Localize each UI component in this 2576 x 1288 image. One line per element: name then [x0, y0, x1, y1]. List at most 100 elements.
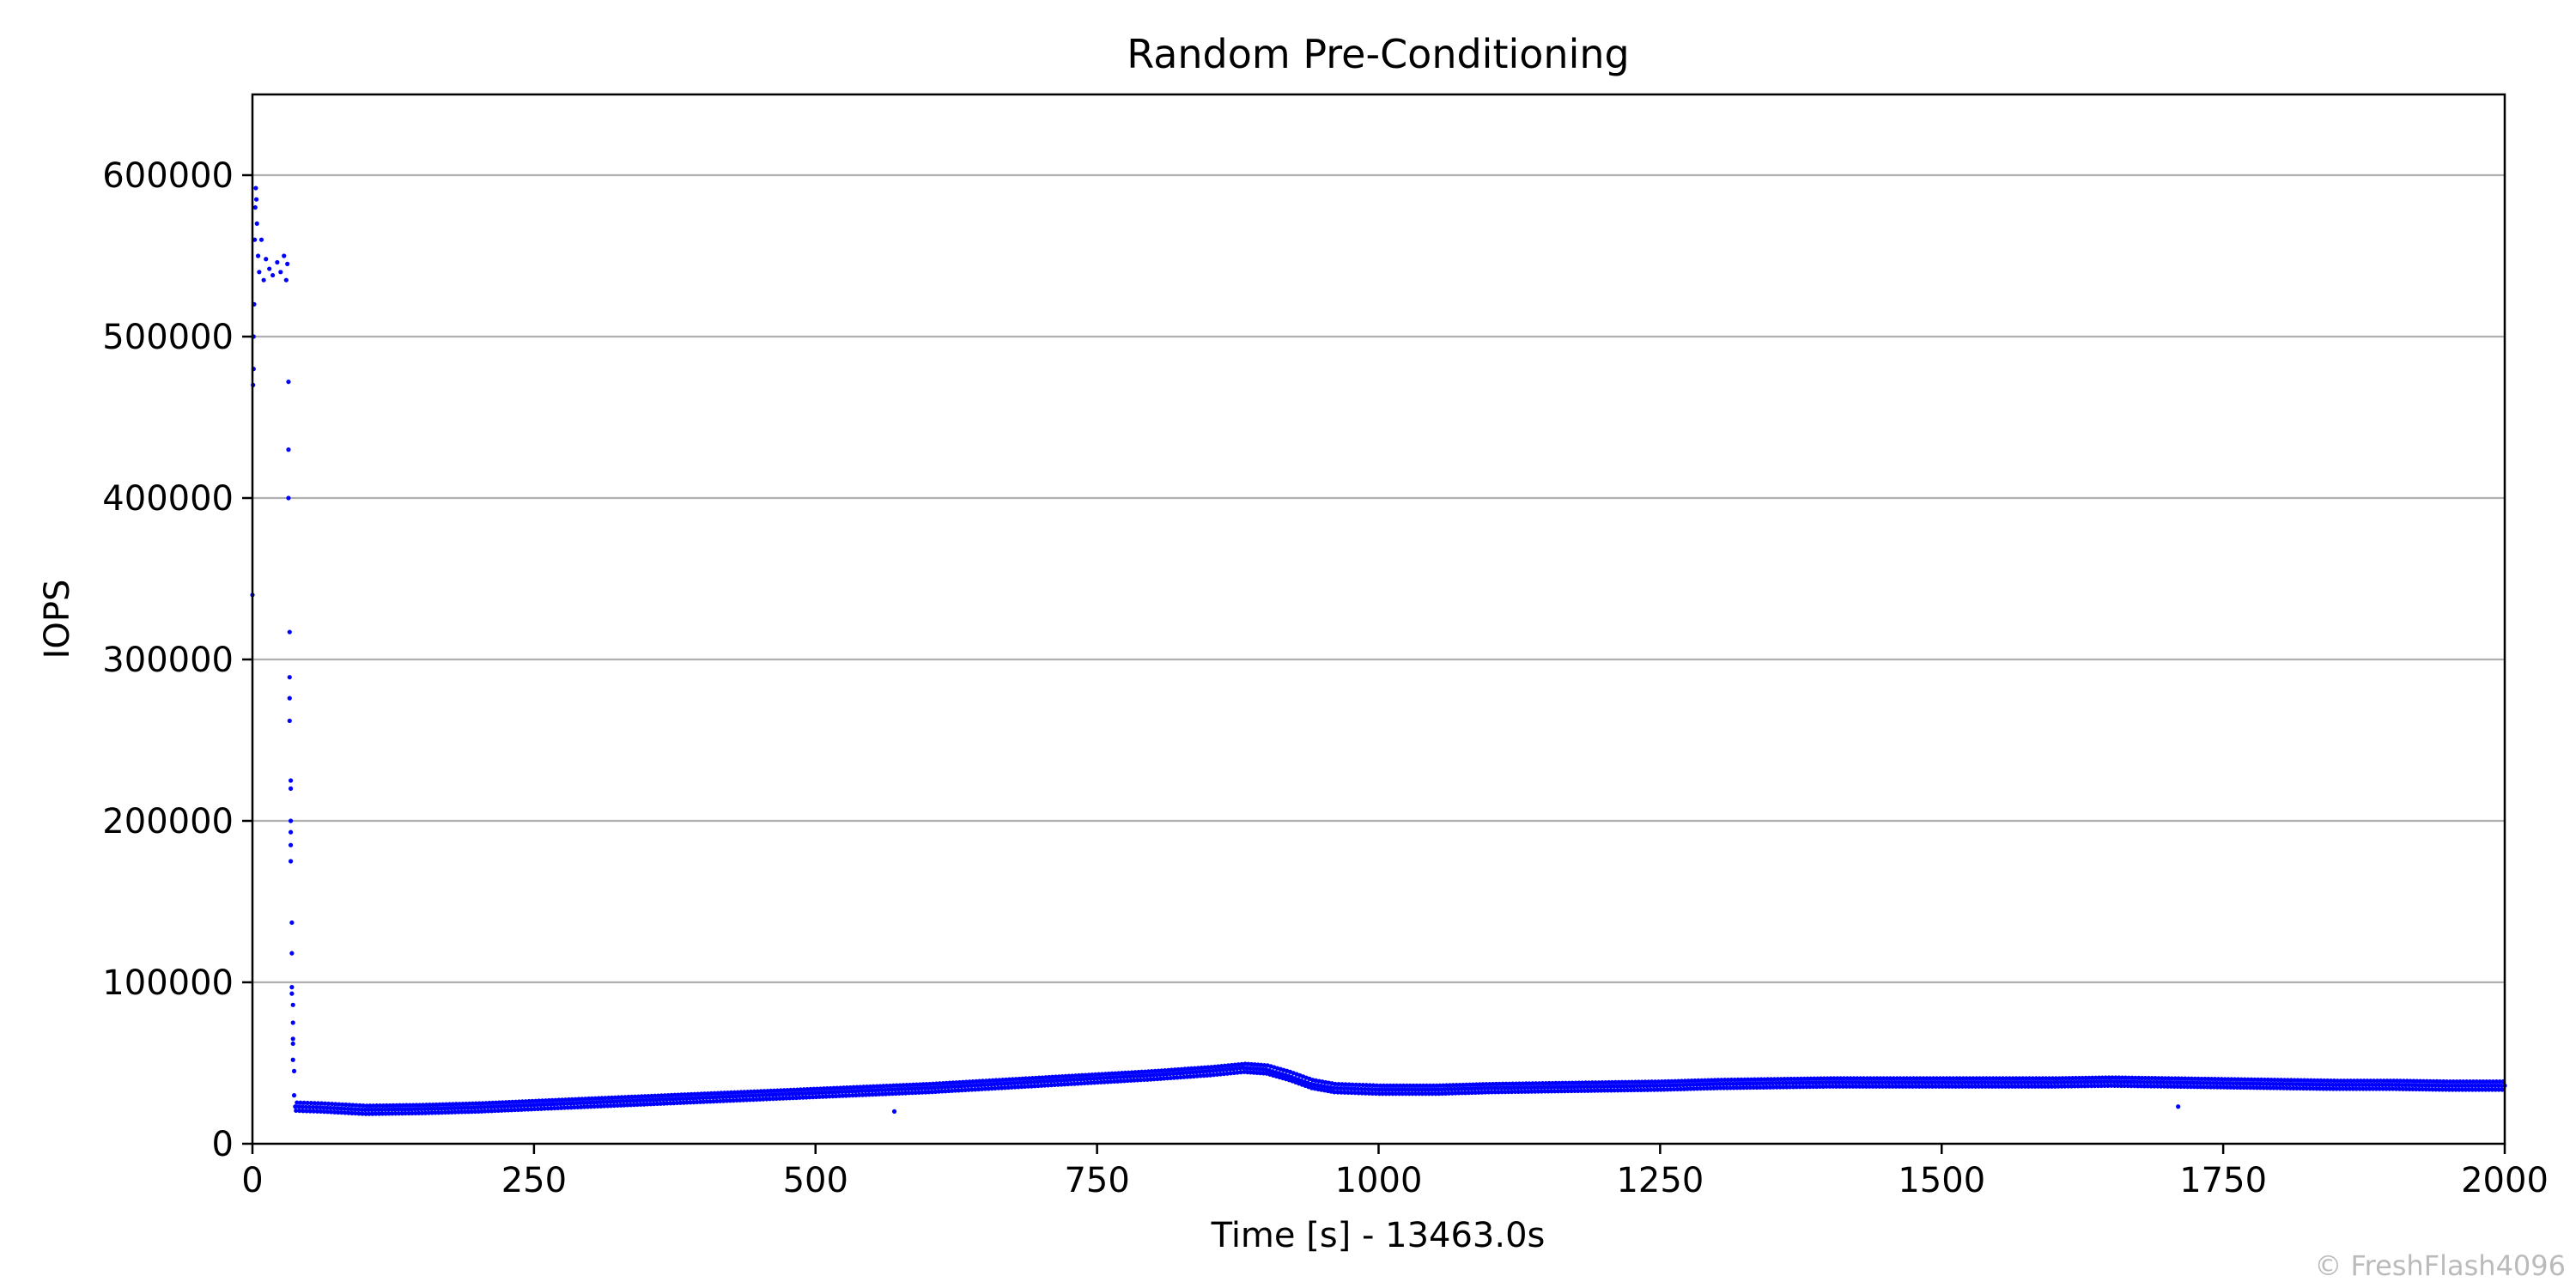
data-point [1537, 1081, 1542, 1086]
data-point [1645, 1087, 1650, 1092]
data-point [2317, 1082, 2322, 1087]
data-point [1896, 1079, 1901, 1085]
data-point [2291, 1085, 2296, 1091]
data-point [1828, 1076, 1833, 1081]
data-point [906, 1086, 911, 1091]
data-point [1613, 1079, 1618, 1084]
data-point [2295, 1078, 2300, 1083]
data-point [1839, 1079, 1845, 1085]
data-point [1145, 1069, 1151, 1074]
data-point [2211, 1084, 2217, 1090]
data-point [2488, 1079, 2493, 1084]
data-point [2088, 1079, 2093, 1084]
data-point [1258, 1071, 1263, 1076]
data-point [897, 1083, 902, 1088]
data-point [1820, 1080, 1825, 1085]
data-point [884, 1083, 890, 1089]
data-point [1482, 1085, 1487, 1091]
data-point [515, 1107, 521, 1113]
data-point [1429, 1087, 1434, 1092]
data-point [1131, 1073, 1136, 1079]
data-point [781, 1088, 787, 1093]
data-point [2008, 1079, 2014, 1085]
data-point [1491, 1081, 1496, 1087]
data-point [2480, 1087, 2485, 1092]
data-point [1688, 1086, 1693, 1091]
data-point [858, 1084, 863, 1090]
data-point [493, 1100, 499, 1105]
data-point [366, 1107, 371, 1113]
data-point [1199, 1065, 1204, 1071]
data-point [433, 1110, 438, 1115]
data-point [2403, 1083, 2408, 1088]
data-point [419, 1106, 424, 1112]
data-point [453, 1102, 459, 1107]
data-point [1250, 1066, 1255, 1072]
data-point [908, 1082, 913, 1088]
data-point [806, 1091, 811, 1096]
data-point [2489, 1087, 2495, 1092]
data-point [579, 1104, 584, 1109]
data-point [2371, 1086, 2376, 1091]
data-point [1635, 1087, 1640, 1093]
data-point [416, 1107, 421, 1112]
data-point [1437, 1091, 1442, 1097]
data-point [935, 1084, 941, 1091]
data-point [857, 1092, 862, 1097]
data-point [2278, 1085, 2283, 1091]
x-tick-label: 500 [783, 1161, 848, 1200]
data-point [1352, 1086, 1357, 1091]
data-point [811, 1086, 817, 1091]
data-point [1188, 1066, 1194, 1071]
data-point [2404, 1078, 2409, 1084]
data-point [1342, 1090, 1347, 1095]
data-point [552, 1105, 557, 1111]
data-point [305, 1100, 310, 1106]
data-point [1695, 1086, 1700, 1091]
data-point [2335, 1078, 2340, 1084]
data-point [323, 1101, 328, 1106]
data-point [2002, 1084, 2008, 1089]
data-point [1079, 1072, 1084, 1078]
data-point [996, 1085, 1001, 1091]
data-point [1625, 1084, 1630, 1089]
data-point [1771, 1084, 1777, 1090]
data-point [1621, 1084, 1626, 1089]
data-point [1906, 1084, 1912, 1089]
data-point [2439, 1083, 2445, 1088]
data-point [641, 1097, 646, 1103]
data-point [382, 1107, 387, 1112]
data-point [572, 1104, 577, 1110]
data-point [1680, 1082, 1686, 1088]
data-point [2397, 1086, 2403, 1091]
data-point [1161, 1072, 1166, 1077]
data-point [1232, 1062, 1237, 1067]
data-point [315, 1101, 321, 1106]
data-point [513, 1099, 519, 1104]
data-point [1709, 1078, 1714, 1083]
data-point [1028, 1079, 1034, 1084]
data-point [452, 1105, 457, 1111]
data-point [580, 1097, 585, 1102]
data-point [1543, 1080, 1548, 1086]
data-point [986, 1086, 991, 1091]
data-point [1701, 1085, 1707, 1091]
data-point [2129, 1084, 2134, 1089]
data-point [1744, 1085, 1750, 1091]
data-point [2290, 1082, 2295, 1087]
data-point [711, 1099, 716, 1104]
data-point [581, 1100, 586, 1105]
data-point [1752, 1077, 1757, 1082]
data-point [740, 1093, 745, 1099]
data-point [945, 1084, 951, 1090]
data-point [798, 1087, 804, 1092]
data-point [2133, 1075, 2138, 1080]
data-point [2045, 1079, 2050, 1085]
data-point [2483, 1087, 2488, 1092]
data-point [2318, 1086, 2323, 1091]
data-point [2304, 1085, 2310, 1091]
data-point [1928, 1076, 1933, 1081]
data-point [1566, 1080, 1571, 1085]
data-point [442, 1106, 447, 1111]
data-point [1558, 1089, 1564, 1094]
